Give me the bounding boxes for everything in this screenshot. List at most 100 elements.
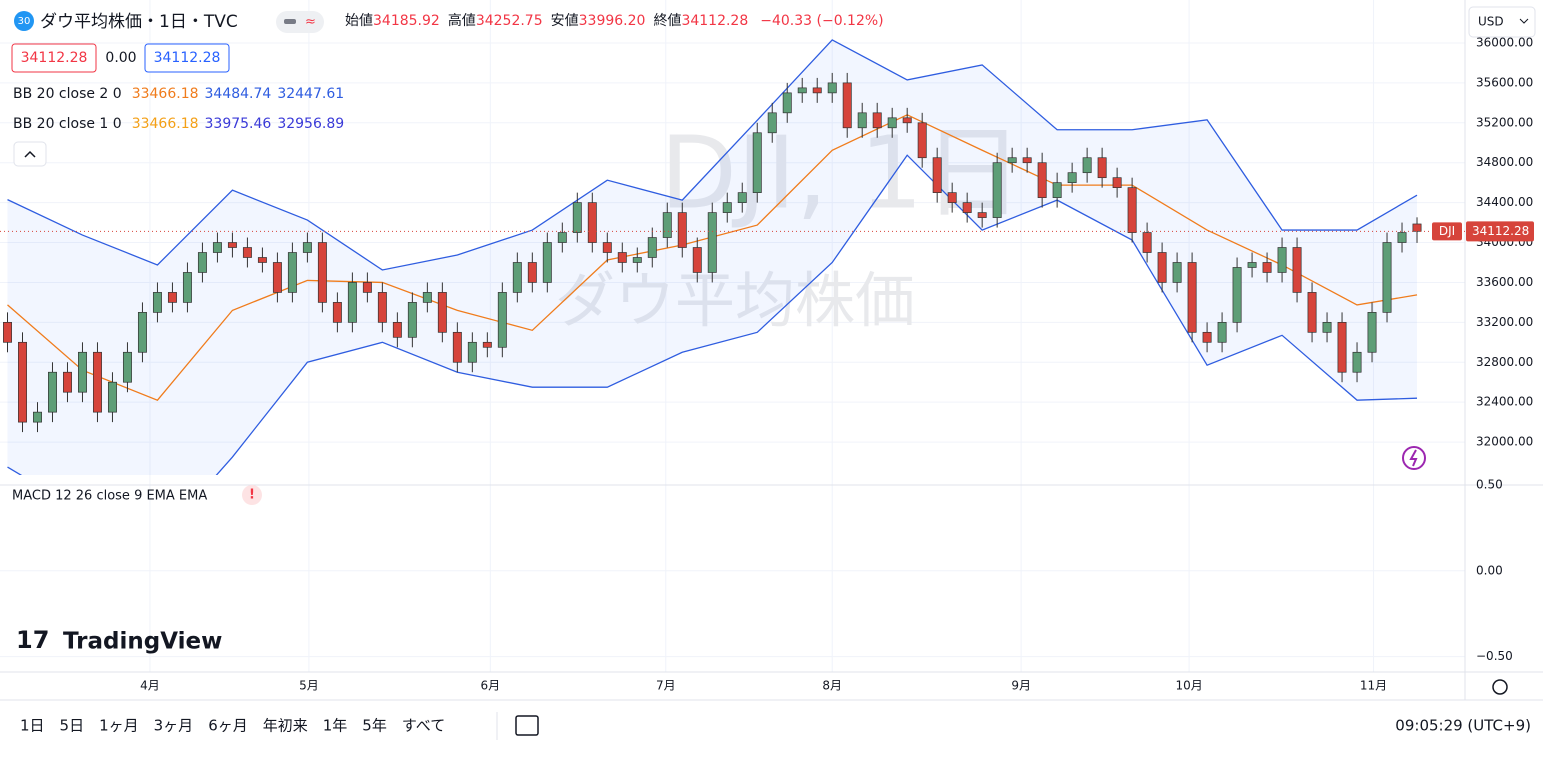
candle-body bbox=[33, 411, 42, 423]
x-tick-label: 5月 bbox=[299, 679, 319, 693]
candle-body bbox=[1292, 247, 1302, 293]
candle-body bbox=[722, 202, 732, 213]
price-pane bbox=[3, 39, 1422, 475]
candle-body bbox=[92, 351, 102, 413]
date-range-icon[interactable] bbox=[515, 715, 539, 736]
candle-body bbox=[1337, 321, 1347, 373]
range-button[interactable]: 1日 bbox=[20, 717, 45, 735]
candle-body bbox=[977, 212, 987, 218]
indicator-name: BB 20 close 1 0 bbox=[13, 116, 122, 132]
range-button[interactable]: 5年 bbox=[362, 717, 387, 735]
candle-body bbox=[752, 132, 762, 193]
candle-body bbox=[48, 371, 57, 413]
candle-body bbox=[497, 292, 507, 348]
candle-body bbox=[422, 292, 432, 303]
candle-body bbox=[182, 272, 192, 303]
badge-text: 30 bbox=[18, 16, 31, 27]
indicator-value: 32447.61 bbox=[277, 86, 344, 102]
y-tick-label: 0.00 bbox=[1476, 563, 1503, 577]
candle-body bbox=[272, 262, 282, 293]
status-pill[interactable] bbox=[276, 11, 324, 33]
ohlc-low: 33996.20 bbox=[579, 13, 646, 29]
currency-select[interactable] bbox=[1468, 6, 1536, 38]
candle-body bbox=[392, 321, 402, 338]
ohlc-open: 34185.92 bbox=[373, 13, 440, 29]
candle-body bbox=[1067, 172, 1077, 184]
candle-body bbox=[212, 242, 222, 253]
settings-icon[interactable] bbox=[1492, 679, 1508, 695]
range-button[interactable]: 3ヶ月 bbox=[154, 717, 194, 735]
error-icon: ! bbox=[249, 488, 255, 503]
candle-body bbox=[797, 87, 807, 94]
candle-body bbox=[227, 242, 237, 248]
last-price-text: 34112.28 bbox=[1472, 224, 1529, 238]
symbol-tag-text: DJI bbox=[1439, 224, 1455, 238]
candle-body bbox=[63, 371, 72, 393]
candle-body bbox=[1037, 162, 1047, 198]
candle-body bbox=[827, 82, 837, 94]
candle-body bbox=[242, 247, 252, 258]
candle-body bbox=[662, 212, 672, 238]
range-button[interactable]: 1年 bbox=[323, 717, 348, 735]
ohlc-close_label: 終値 bbox=[653, 13, 681, 29]
icon bbox=[284, 19, 296, 24]
indicator-value: 33466.18 bbox=[132, 116, 199, 132]
x-tick-label: 8月 bbox=[822, 679, 842, 693]
candle-body bbox=[1397, 232, 1407, 243]
candle-body bbox=[557, 232, 567, 243]
x-tick-label: 6月 bbox=[481, 679, 501, 693]
candle-body bbox=[872, 112, 882, 129]
range-button[interactable]: 1ヶ月 bbox=[99, 717, 139, 735]
candle-body bbox=[947, 192, 957, 203]
candle-body bbox=[332, 302, 342, 323]
candle-body bbox=[587, 202, 597, 243]
candle-body bbox=[932, 157, 942, 193]
indicator-legend: BB 20 close 2 0 33466.18 34484.74 32447.61 B… bbox=[13, 86, 344, 132]
candle-body bbox=[1217, 321, 1227, 343]
y-tick-label: 33600.00 bbox=[1476, 275, 1533, 289]
y-tick-label: 34400.00 bbox=[1476, 195, 1533, 209]
candle-body bbox=[1412, 223, 1422, 232]
candle-body bbox=[1052, 182, 1062, 198]
candle-body bbox=[1157, 252, 1167, 283]
logo: TradingView bbox=[63, 629, 222, 655]
ohlc-change: −40.33 (−0.12%) bbox=[760, 13, 883, 29]
candle-body bbox=[1382, 242, 1392, 313]
candle-body bbox=[1097, 157, 1107, 179]
clock[interactable]: 09:05:29 (UTC+9) bbox=[1395, 717, 1531, 735]
candle-body bbox=[632, 257, 642, 263]
range-button[interactable]: 5日 bbox=[60, 717, 85, 735]
price-box[interactable] bbox=[144, 43, 230, 73]
toolbar: 1日 5日 1ヶ月 3ヶ月 6ヶ月 年初来 1年 5年 すべて bbox=[20, 717, 445, 735]
indicator-value: 33975.46 bbox=[205, 116, 272, 132]
y-tick-label: −0.50 bbox=[1476, 649, 1513, 663]
icon bbox=[1409, 449, 1418, 467]
collapse-button[interactable] bbox=[13, 141, 47, 167]
last-price-tag bbox=[1466, 221, 1534, 242]
candle-body bbox=[1187, 262, 1197, 333]
candle-body bbox=[1307, 292, 1317, 333]
candle-body bbox=[527, 262, 537, 283]
range-button[interactable]: 6ヶ月 bbox=[208, 717, 248, 735]
candle-body bbox=[3, 321, 12, 343]
icon bbox=[1519, 18, 1529, 24]
candle-body bbox=[692, 247, 702, 273]
candle-body bbox=[1232, 267, 1242, 323]
error-icon[interactable] bbox=[242, 485, 262, 505]
y-tick-label: 0.50 bbox=[1476, 478, 1503, 492]
x-tick-label: 4月 bbox=[140, 679, 160, 693]
candle-body bbox=[767, 112, 777, 134]
symbol[interactable]: ダウ平均株価・1日・TVC bbox=[40, 12, 238, 32]
candle-body bbox=[482, 341, 492, 348]
candle-body bbox=[452, 331, 462, 363]
band-lower bbox=[7, 154, 1418, 475]
flash-icon[interactable] bbox=[1402, 446, 1426, 470]
y-tick-label: 33200.00 bbox=[1476, 315, 1533, 329]
range-button[interactable]: 年初来 bbox=[263, 717, 308, 735]
x-tick-label: 11月 bbox=[1360, 679, 1387, 693]
candle-body bbox=[512, 262, 522, 293]
range-button[interactable]: すべて bbox=[402, 717, 445, 735]
y-tick-label: 36000.00 bbox=[1476, 35, 1533, 49]
price-box[interactable] bbox=[11, 43, 97, 73]
